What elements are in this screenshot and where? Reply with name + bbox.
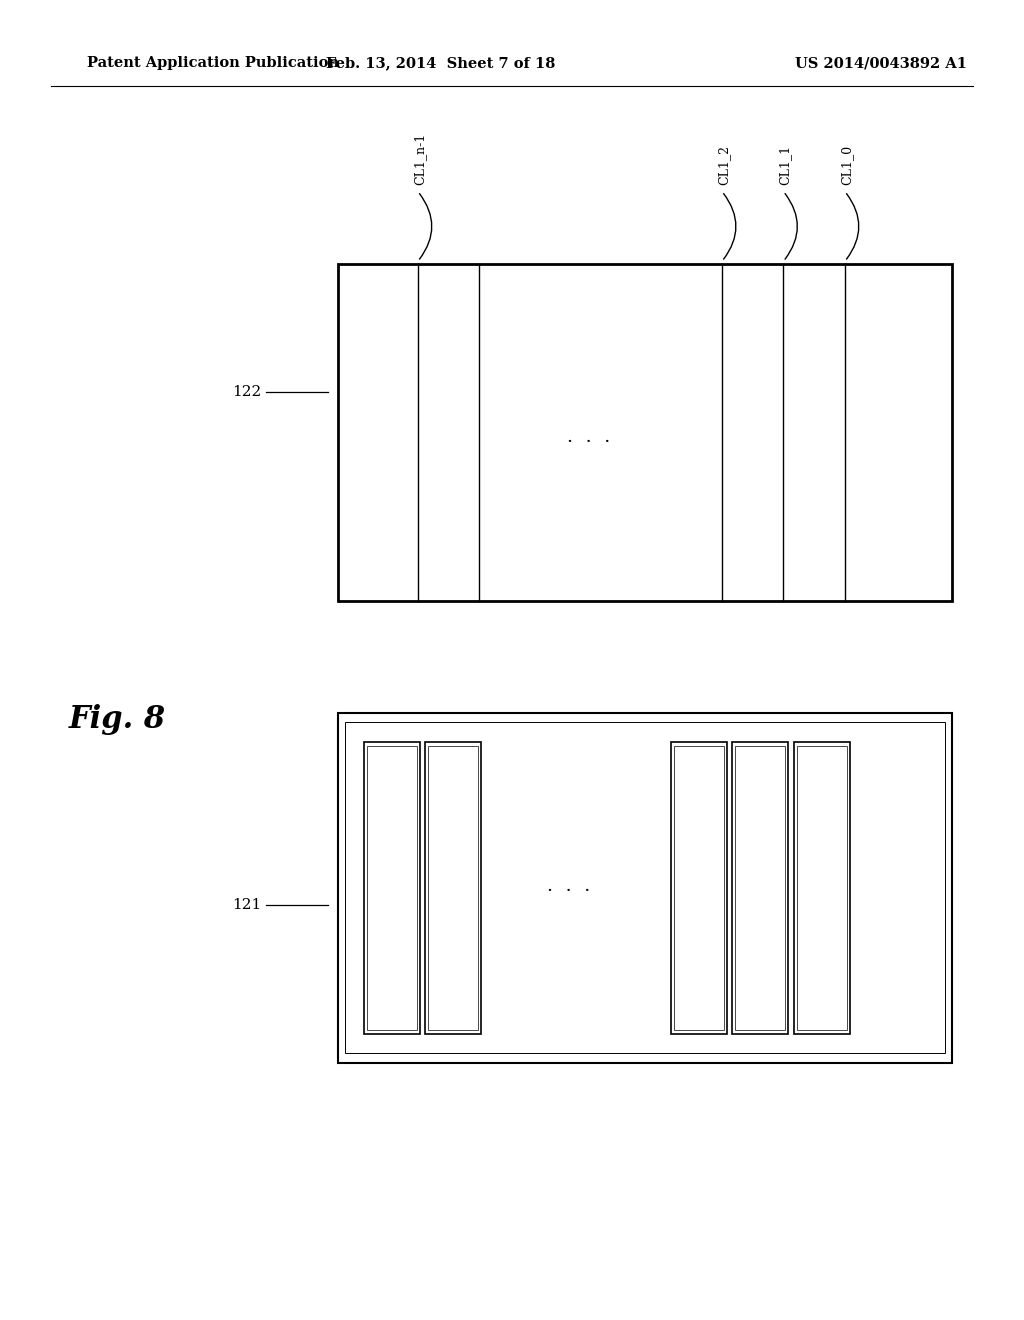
Text: Patent Application Publication: Patent Application Publication <box>87 57 339 70</box>
Text: US 2014/0043892 A1: US 2014/0043892 A1 <box>795 57 967 70</box>
Text: BLKn-2: BLKn-2 <box>446 863 460 912</box>
Text: CL1_2: CL1_2 <box>717 145 730 185</box>
Text: Feb. 13, 2014  Sheet 7 of 18: Feb. 13, 2014 Sheet 7 of 18 <box>326 57 555 70</box>
Bar <box>794 742 850 1034</box>
Bar <box>732 742 788 1034</box>
Bar <box>367 746 417 1030</box>
Text: CL1_0: CL1_0 <box>840 145 853 185</box>
Bar <box>671 742 727 1034</box>
Text: BLK2: BLK2 <box>692 869 706 907</box>
Text: ·  ·  ·: · · · <box>547 882 590 900</box>
Text: CL1_1: CL1_1 <box>778 145 792 185</box>
Text: 122: 122 <box>231 385 261 399</box>
Bar <box>797 746 847 1030</box>
Bar <box>364 742 420 1034</box>
Text: CL1_n-1: CL1_n-1 <box>413 132 426 185</box>
Text: ·  ·  ·: · · · <box>567 433 610 451</box>
Bar <box>345 722 945 1053</box>
Bar <box>674 746 724 1030</box>
Bar <box>425 742 481 1034</box>
Text: BLK0: BLK0 <box>815 869 828 907</box>
Bar <box>735 746 785 1030</box>
Text: BLKn-1: BLKn-1 <box>385 863 398 912</box>
Bar <box>428 746 478 1030</box>
Text: 121: 121 <box>231 898 261 912</box>
Text: Fig. 8: Fig. 8 <box>70 704 166 735</box>
Bar <box>338 264 952 601</box>
Bar <box>338 713 952 1063</box>
Text: BLK1: BLK1 <box>754 869 767 907</box>
